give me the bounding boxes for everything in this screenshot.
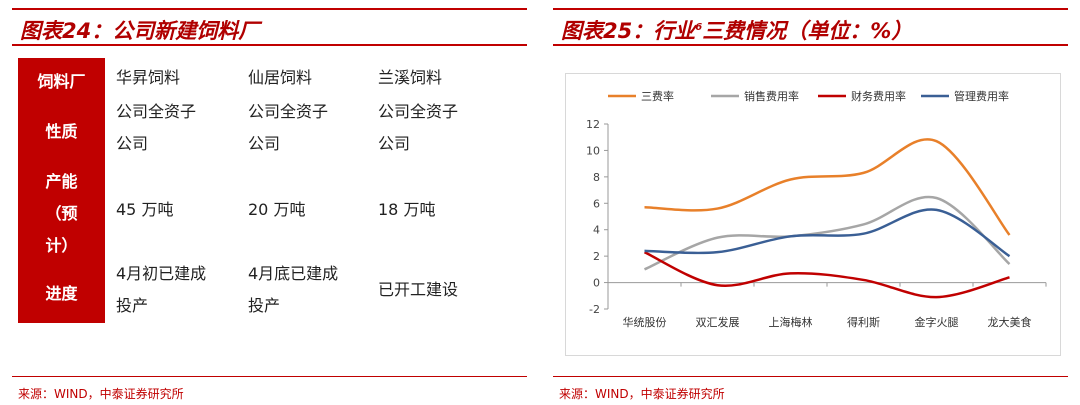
right-title-sup: 6 bbox=[695, 22, 703, 33]
plant-nature-2a: 公司全资子 bbox=[248, 102, 329, 121]
right-title: 图表25：行业6三费情况（单位：%） bbox=[561, 15, 912, 45]
y-tick-label: 6 bbox=[593, 197, 600, 210]
row-header-nature: 性质 bbox=[45, 122, 78, 141]
legend-label: 销售费用率 bbox=[744, 89, 799, 103]
legend-label: 管理费用率 bbox=[954, 89, 1009, 103]
left-source: 来源：WIND，中泰证券研究所 bbox=[18, 387, 184, 401]
right-title-bar: 图表25：行业6三费情况（单位：%） bbox=[553, 8, 1068, 46]
plant-name-2: 仙居饲料 bbox=[248, 68, 313, 87]
plant-capacity-3: 18 万吨 bbox=[378, 200, 436, 219]
x-tick-label: 龙大美食 bbox=[988, 315, 1032, 329]
y-tick-label: 0 bbox=[593, 277, 600, 290]
chart-x-labels: 华统股份 双汇发展 上海梅林 得利斯 金字火腿 龙大美食 bbox=[623, 315, 1032, 329]
row-header-capacity: 产能 bbox=[45, 172, 78, 191]
plant-progress-3a: 已开工建设 bbox=[378, 280, 459, 299]
right-title-tail: 三费情况（单位：%） bbox=[702, 19, 913, 43]
plant-capacity-1: 45 万吨 bbox=[116, 200, 174, 219]
expense-ratio-chart: 三费率 销售费用率 财务费用率 管理费用率 -2 0 2 4 6 8 10 12 华统股份 双汇发展 上… bbox=[565, 73, 1061, 356]
plant-nature-3b: 公司 bbox=[378, 134, 411, 153]
chart-svg: 三费率 销售费用率 财务费用率 管理费用率 -2 0 2 4 6 8 10 12 华统股份 双汇发展 上… bbox=[586, 89, 1047, 329]
left-panel: 图表24：公司新建饲料厂 饲料厂 性质 产能 （预 计） 进度 华昇饲料 公司全… bbox=[12, 0, 527, 405]
x-tick-label: 得利斯 bbox=[847, 316, 880, 329]
plant-progress-1b: 投产 bbox=[116, 296, 149, 315]
plant-nature-1b: 公司 bbox=[116, 134, 149, 153]
plant-nature-1a: 公司全资子 bbox=[116, 102, 197, 121]
series-line-0 bbox=[644, 138, 1011, 236]
left-title: 图表24：公司新建饲料厂 bbox=[20, 19, 260, 43]
y-tick-label: 4 bbox=[593, 224, 600, 237]
row-header-plant: 饲料厂 bbox=[37, 72, 86, 91]
y-tick-label: 10 bbox=[586, 144, 600, 157]
plant-nature-3a: 公司全资子 bbox=[378, 102, 459, 121]
plant-name-1: 华昇饲料 bbox=[116, 68, 181, 87]
plant-progress-2a: 4月底已建成 bbox=[248, 264, 339, 283]
series-line-2 bbox=[643, 251, 1010, 299]
row-header-progress: 进度 bbox=[45, 284, 78, 303]
left-title-bar: 图表24：公司新建饲料厂 bbox=[12, 8, 527, 46]
x-tick-label: 金字火腿 bbox=[915, 315, 959, 329]
x-tick-label: 双汇发展 bbox=[696, 315, 740, 329]
chart-lines bbox=[643, 138, 1011, 299]
legend-label: 三费率 bbox=[641, 89, 674, 103]
y-tick-label: 8 bbox=[593, 171, 600, 184]
feed-plant-table: 饲料厂 性质 产能 （预 计） 进度 华昇饲料 公司全资子 公司 45 万吨 4… bbox=[18, 58, 503, 323]
right-title-head: 图表25：行业 bbox=[561, 19, 696, 43]
row-header-column: 饲料厂 性质 产能 （预 计） 进度 bbox=[18, 58, 105, 323]
x-tick-label: 华统股份 bbox=[623, 315, 667, 329]
legend-label: 财务费用率 bbox=[851, 89, 906, 103]
x-tick-label: 上海梅林 bbox=[769, 315, 813, 329]
plant-progress-2b: 投产 bbox=[248, 296, 281, 315]
chart-legend: 三费率 销售费用率 财务费用率 管理费用率 bbox=[608, 89, 1009, 103]
series-line-1 bbox=[644, 195, 1011, 271]
series-line-3 bbox=[644, 208, 1011, 258]
y-tick-label: 12 bbox=[586, 118, 600, 131]
right-footer-line bbox=[553, 376, 1068, 377]
row-header-capacity-2: （预 bbox=[45, 204, 78, 223]
y-tick-label: -2 bbox=[589, 303, 600, 316]
right-source: 来源：WIND，中泰证券研究所 bbox=[559, 387, 725, 401]
plant-name-3: 兰溪饲料 bbox=[378, 68, 443, 87]
left-footer-line bbox=[12, 376, 527, 377]
right-panel: 图表25：行业6三费情况（单位：%） 三费率 销售费用率 财务费用率 管理费用率 -2… bbox=[553, 0, 1068, 405]
plant-nature-2b: 公司 bbox=[248, 134, 281, 153]
plant-progress-1a: 4月初已建成 bbox=[116, 264, 207, 283]
row-header-capacity-3: 计） bbox=[45, 236, 78, 255]
y-tick-label: 2 bbox=[593, 250, 600, 263]
plant-capacity-2: 20 万吨 bbox=[248, 200, 306, 219]
chart-axes: -2 0 2 4 6 8 10 12 bbox=[586, 118, 1047, 316]
